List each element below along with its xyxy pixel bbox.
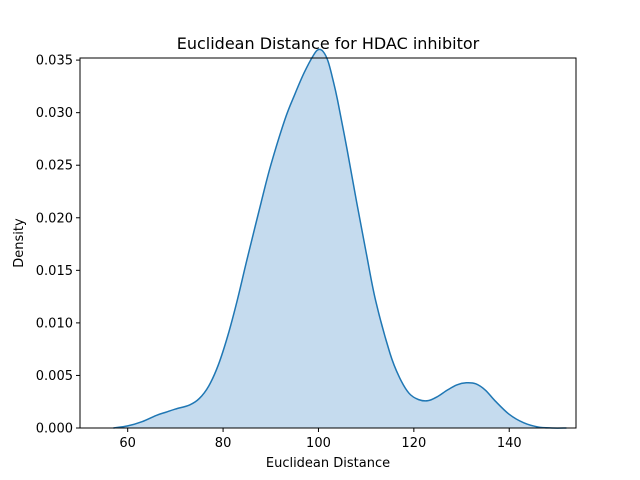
y-tick-label: 0.010	[36, 316, 73, 331]
plot-frame	[79, 57, 577, 429]
y-tick-label: 0.025	[36, 159, 73, 174]
y-tick-label: 0.005	[36, 369, 73, 384]
y-tick-label: 0.035	[36, 54, 73, 69]
x-tick-label: 140	[497, 436, 522, 451]
y-tick-label: 0.030	[36, 106, 73, 121]
x-tick-label: 60	[119, 436, 136, 451]
x-axis-label: Euclidean Distance	[266, 456, 390, 471]
x-tick-label: 80	[215, 436, 232, 451]
chart-title: Euclidean Distance for HDAC inhibitor	[177, 34, 480, 53]
y-tick-label: 0.020	[36, 211, 73, 226]
x-tick-label: 100	[306, 436, 331, 451]
y-tick-label: 0.000	[36, 422, 73, 437]
y-axis-label: Density	[12, 218, 27, 268]
density-area-fill	[113, 49, 567, 429]
x-tick-label: 120	[401, 436, 426, 451]
density-curve-line	[113, 48, 567, 429]
y-tick-label: 0.015	[36, 264, 73, 279]
